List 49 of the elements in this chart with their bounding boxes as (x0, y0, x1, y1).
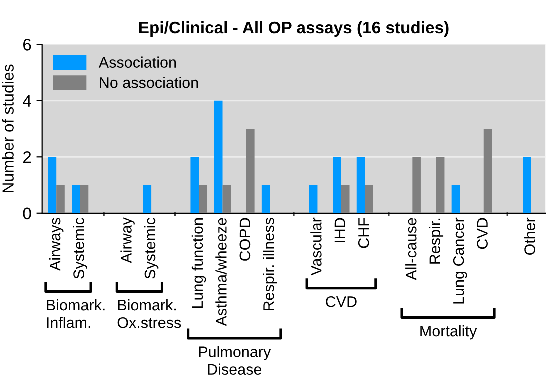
bar (341, 185, 350, 214)
x-tick-label: IHD (334, 218, 346, 242)
x-tick-label: All-cause (406, 218, 417, 280)
y-tick-label: 6 (24, 39, 32, 51)
bar (199, 185, 208, 214)
text: Mortality (420, 325, 478, 340)
legend-label: Association (98, 56, 176, 68)
bar (365, 185, 374, 214)
bar (309, 185, 318, 214)
x-tick-label: Respir. illness (263, 218, 278, 311)
bar (523, 157, 532, 214)
x-tick-label: Asthma/wheeze (216, 218, 227, 326)
bar (190, 157, 200, 214)
x-tick-label: Systemic (73, 218, 88, 279)
x-tick-label: CHF (358, 218, 370, 248)
bar (356, 157, 366, 214)
y-axis-title: Number of studies (2, 64, 14, 192)
bar (214, 100, 223, 214)
text: Biomark. Ox.stress (118, 299, 182, 328)
x-tick-label: Airway (120, 218, 135, 264)
x-tick-label: Systemic (144, 218, 159, 279)
bar (222, 185, 232, 214)
bar (452, 185, 460, 214)
bar (333, 157, 342, 214)
x-tick-label: Lung function (192, 218, 206, 308)
text: Pulmonary Disease (199, 346, 272, 376)
y-tick-label: 2 (24, 152, 32, 164)
bar (48, 157, 57, 214)
y-tick-label: 4 (23, 95, 32, 107)
bar (262, 185, 270, 214)
y-tick-label: 0 (23, 208, 32, 220)
bar (56, 185, 65, 214)
x-tick-label: COPD (240, 218, 251, 261)
bar (80, 185, 89, 214)
x-tick-label: Other (524, 218, 536, 256)
x-tick-label: Lung Cancer (453, 218, 468, 304)
bar (72, 185, 80, 214)
bar (436, 157, 445, 214)
bar (246, 129, 255, 214)
chart-title: Epi/Clinical - All OP assays (16 studies) (139, 21, 449, 37)
x-tick-label: Respir. (429, 218, 444, 264)
x-tick-label: CVD (477, 218, 488, 250)
bar (484, 129, 492, 214)
x-tick-label: Vascular (310, 218, 322, 276)
text: Biomark. Inflam. (47, 299, 105, 328)
x-tick-label: Airways (49, 218, 64, 272)
bar (412, 157, 421, 214)
legend-label: No association (100, 77, 198, 88)
bar (143, 185, 152, 214)
